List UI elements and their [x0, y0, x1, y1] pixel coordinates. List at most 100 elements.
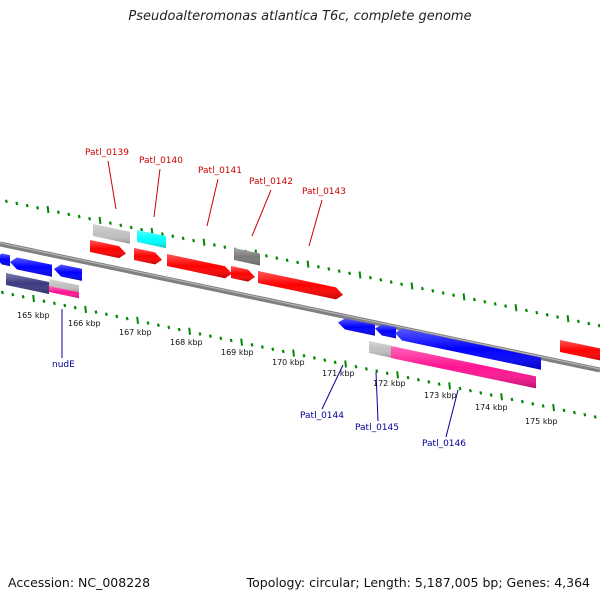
tick-mark	[63, 303, 67, 308]
map-title: Pseudoalteromonas atlantica T6c, complet…	[128, 9, 472, 24]
gene-label: Patl_0140	[139, 156, 183, 166]
tick-mark	[192, 238, 196, 243]
genome-backbone	[0, 241, 600, 373]
tick-mark	[406, 375, 410, 380]
tick-mark	[136, 316, 139, 324]
tick-mark	[84, 305, 87, 314]
tick-mark	[250, 343, 254, 347]
tick-mark	[264, 254, 268, 258]
tick-mark	[42, 299, 46, 303]
tick-mark	[545, 313, 549, 317]
tick-mark	[275, 256, 279, 260]
gene-feature-shading	[167, 254, 232, 279]
tick-mark	[296, 260, 300, 265]
tick-mark	[177, 327, 181, 332]
tick-mark	[410, 282, 414, 290]
tick-mark	[312, 356, 316, 360]
tick-mark	[441, 291, 445, 295]
gene-feature-shading	[338, 318, 375, 336]
outer-tick-ring	[4, 199, 600, 328]
gene-feature-shading	[134, 248, 162, 265]
tick-mark	[368, 275, 372, 280]
scale-label: 165 kbp	[17, 311, 50, 320]
tick-mark	[46, 205, 50, 214]
gene-label: Patl_0139	[85, 148, 129, 158]
tick-mark	[541, 404, 545, 408]
scale-label: 175 kbp	[525, 417, 558, 426]
tick-mark	[171, 234, 175, 238]
tick-mark	[462, 293, 466, 301]
tick-mark	[431, 289, 435, 293]
tick-mark	[223, 245, 227, 249]
gene-feature-shading	[90, 240, 126, 259]
gene-label: Patl_0144	[300, 411, 344, 421]
tick-mark	[437, 382, 441, 386]
gene-feature-shading	[560, 340, 600, 361]
gene-label: nudE	[52, 360, 75, 370]
accession-text: Accession: NC_008228	[8, 575, 151, 590]
tick-mark	[260, 345, 264, 349]
tick-mark	[140, 227, 144, 232]
tick-mark	[115, 314, 119, 319]
tick-mark	[15, 201, 19, 206]
tick-mark	[458, 386, 462, 391]
tick-mark	[11, 292, 15, 297]
tick-mark	[500, 393, 503, 401]
gene-feature-shading	[93, 224, 130, 244]
tick-mark	[0, 290, 4, 295]
tick-mark	[73, 305, 77, 310]
tick-mark	[452, 293, 456, 297]
gene-label: Patl_0141	[198, 166, 242, 176]
tick-mark	[108, 221, 112, 225]
gene-feature-shading	[137, 230, 166, 249]
tick-mark	[427, 380, 431, 384]
tick-mark	[396, 371, 399, 379]
tick-mark	[77, 214, 81, 219]
gene-label: Patl_0143	[302, 187, 346, 197]
tick-mark	[202, 238, 206, 246]
tick-mark	[576, 319, 580, 324]
scale-labels: 165 kbp 166 kbp 167 kbp 168 kbp 169 kbp 170 k…	[17, 311, 558, 426]
tick-mark	[281, 349, 285, 354]
tick-mark	[229, 338, 233, 343]
tick-mark	[208, 334, 212, 338]
tick-mark	[94, 310, 98, 314]
gene-feature-shading	[375, 324, 396, 339]
gene-feature-shading	[391, 346, 536, 389]
tick-mark	[562, 408, 566, 413]
scale-label: 174 kbp	[475, 403, 508, 412]
gene-feature-shading	[10, 257, 52, 277]
scale-label: 171 kbp	[322, 369, 355, 378]
tick-mark	[333, 360, 337, 365]
scale-label: 170 kbp	[272, 358, 305, 367]
gene-feature-shading	[258, 271, 343, 300]
genome-backbone-highlight	[0, 242, 600, 370]
tick-mark	[56, 210, 60, 214]
gene-label: Patl_0142	[249, 177, 293, 187]
gene-feature-shading	[369, 341, 391, 358]
tick-mark	[593, 415, 597, 419]
topology-summary: Topology: circular; Length: 5,187,005 bp…	[246, 575, 590, 590]
tick-mark	[292, 349, 295, 357]
leader-line	[206, 178, 219, 227]
tick-mark	[271, 347, 275, 351]
tick-mark	[504, 304, 508, 308]
tick-mark	[566, 315, 570, 323]
leader-line	[308, 199, 323, 247]
tick-mark	[468, 388, 472, 393]
tick-mark	[354, 364, 358, 369]
tick-mark	[510, 397, 514, 402]
tick-mark	[285, 258, 289, 263]
tick-mark	[379, 278, 383, 282]
tick-mark	[400, 282, 404, 287]
leader-line	[445, 389, 459, 438]
gene-label: Patl_0145	[355, 423, 399, 433]
tick-mark	[348, 271, 352, 276]
tick-mark	[4, 199, 8, 204]
tick-mark	[552, 404, 555, 412]
gene-feature-shading	[49, 279, 79, 293]
tick-mark	[520, 399, 524, 404]
leader-line	[375, 371, 379, 422]
tick-mark	[375, 369, 379, 373]
gene-feature-shading	[6, 273, 49, 294]
